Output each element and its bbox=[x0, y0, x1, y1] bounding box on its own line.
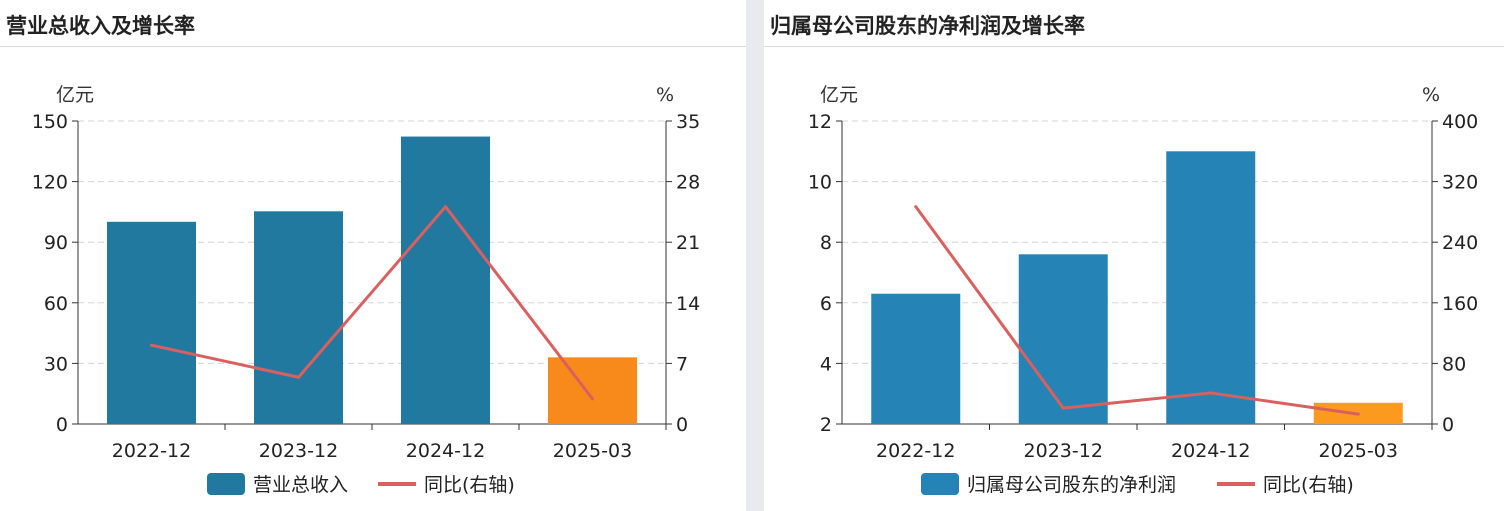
right-axis-tick-label: 21 bbox=[676, 232, 700, 254]
left-axis-tick-label: 2 bbox=[820, 414, 832, 436]
right-axis-tick-label: 240 bbox=[1442, 232, 1478, 254]
left-axis-unit: 亿元 bbox=[56, 84, 94, 106]
growth-point bbox=[150, 343, 153, 347]
title-divider bbox=[764, 46, 1504, 47]
left-axis-tick-label: 4 bbox=[820, 353, 832, 375]
legend-bar-label: 营业总收入 bbox=[253, 474, 348, 496]
net-profit-chart-panel: 归属母公司股东的净利润及增长率 亿元% 2 4 6 8 10 12 0 80 160 240 320 4… bbox=[764, 0, 1504, 511]
right-axis-tick-label: 0 bbox=[676, 414, 688, 436]
right-axis-tick-label: 14 bbox=[676, 293, 700, 315]
legend-bar-swatch bbox=[921, 473, 959, 495]
growth-line bbox=[914, 205, 1359, 416]
right-axis-tick-label: 7 bbox=[676, 353, 688, 375]
left-axis-tick-label: 60 bbox=[44, 293, 68, 315]
growth-line bbox=[151, 205, 594, 400]
right-axis-tick-label: 320 bbox=[1442, 172, 1478, 194]
x-axis-tick-label: 2024-12 bbox=[1171, 440, 1250, 462]
left-axis-tick-label: 0 bbox=[56, 414, 68, 436]
revenue-chart-title: 营业总收入及增长率 bbox=[6, 14, 195, 38]
legend-line-label: 同比(右轴) bbox=[1263, 474, 1354, 496]
growth-point bbox=[297, 375, 300, 379]
left-axis-unit: 亿元 bbox=[820, 84, 858, 106]
left-axis-tick-label: 30 bbox=[44, 353, 68, 375]
left-axis-tick-label: 6 bbox=[820, 293, 832, 315]
right-axis-tick-label: 35 bbox=[676, 111, 700, 133]
revenue-chart-panel: 营业总收入及增长率 亿元% 0 30 60 90 120 150 0 7 14 21 28 35 2022… bbox=[0, 0, 746, 511]
growth-point bbox=[1356, 412, 1360, 416]
growth-point bbox=[444, 205, 447, 209]
left-axis-tick-label: 150 bbox=[32, 111, 68, 133]
right-axis-unit: % bbox=[656, 84, 674, 106]
x-axis-tick-label: 2022-12 bbox=[112, 440, 191, 462]
growth-point bbox=[914, 205, 918, 209]
left-axis-tick-label: 120 bbox=[32, 172, 68, 194]
x-axis-tick-label: 2023-12 bbox=[1024, 440, 1103, 462]
right-axis-tick-label: 80 bbox=[1442, 353, 1466, 375]
left-axis-tick-label: 10 bbox=[808, 172, 832, 194]
bar bbox=[107, 221, 196, 424]
net-profit-chart: 亿元 % 2 4 6 8 10 12 0 80 160 240 320 400 2022-12 2023-12… bbox=[808, 84, 1478, 496]
x-axis-tick-label: 2022-12 bbox=[876, 440, 955, 462]
legend-bar-swatch bbox=[207, 473, 245, 495]
bar bbox=[254, 211, 343, 424]
bar bbox=[871, 293, 961, 424]
left-axis-tick-label: 12 bbox=[808, 111, 832, 133]
x-axis-tick-label: 2025-03 bbox=[553, 440, 632, 462]
x-axis-tick-label: 2024-12 bbox=[406, 440, 485, 462]
x-axis-tick-label: 2023-12 bbox=[259, 440, 338, 462]
bar bbox=[1166, 151, 1256, 425]
right-axis-unit: % bbox=[1422, 84, 1440, 106]
bar bbox=[1018, 254, 1108, 424]
legend-bar-label: 归属母公司股东的净利润 bbox=[967, 474, 1176, 496]
bar bbox=[548, 357, 637, 424]
growth-point bbox=[591, 397, 594, 401]
title-divider bbox=[0, 46, 746, 47]
growth-point bbox=[1061, 406, 1065, 410]
x-axis-tick-label: 2025-03 bbox=[1319, 440, 1398, 462]
right-axis-tick-label: 400 bbox=[1442, 111, 1478, 133]
right-axis-tick-label: 28 bbox=[676, 172, 700, 194]
right-axis-tick-label: 160 bbox=[1442, 293, 1478, 315]
legend-line-label: 同比(右轴) bbox=[424, 474, 515, 496]
net-profit-chart-title: 归属母公司股东的净利润及增长率 bbox=[770, 14, 1085, 38]
left-axis-tick-label: 8 bbox=[820, 232, 832, 254]
left-axis-tick-label: 90 bbox=[44, 232, 68, 254]
growth-point bbox=[1209, 391, 1213, 395]
right-axis-tick-label: 0 bbox=[1442, 414, 1454, 436]
revenue-chart: 亿元 % 0 30 60 90 120 150 0 7 14 21 28 35 2022-12 2023-12… bbox=[32, 84, 700, 496]
bar bbox=[401, 136, 490, 424]
